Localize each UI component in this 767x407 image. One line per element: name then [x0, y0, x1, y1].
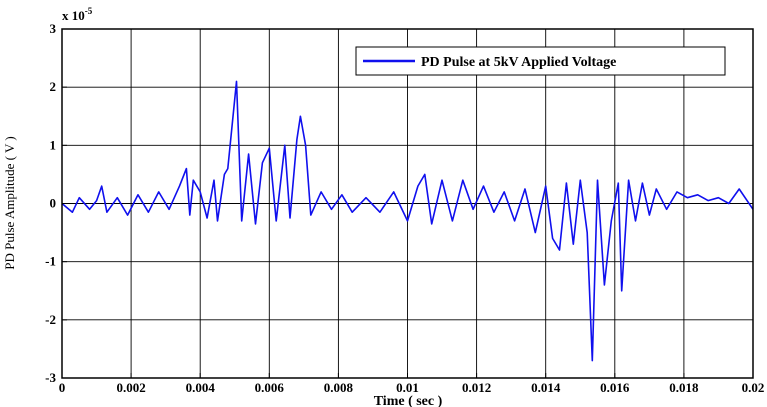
x-tick-label: 0.008 [324, 380, 354, 395]
x-axis-ticks: 0 0.002 0.004 0.006 0.008 0.01 0.012 0.014 0.016… [59, 373, 765, 395]
y-axis-label: PD Pulse Amplitude ( V ) [2, 136, 17, 270]
x-tick-label: 0.018 [669, 380, 699, 395]
legend-box [355, 46, 726, 76]
y-exponent: -5 [85, 6, 93, 16]
grid [62, 29, 753, 378]
y-tick-label: 1 [50, 137, 57, 152]
y-tick-label: -2 [45, 312, 56, 327]
x-axis-label: Time ( sec ) [374, 394, 443, 407]
y-axis-ticks: -3 -2 -1 0 1 2 3 [45, 21, 67, 385]
x-tick-label: 0.02 [742, 380, 765, 395]
series-layer [61, 80, 754, 362]
y-multiplier: x 10-5 [62, 6, 93, 23]
x-tick-label: 0.012 [462, 380, 491, 395]
x-tick-label: 0.016 [600, 380, 630, 395]
y-tick-label: 3 [50, 21, 57, 36]
x-tick-label: 0.01 [396, 380, 419, 395]
y-tick-label: 0 [50, 196, 57, 211]
x-tick-label: 0.006 [255, 380, 285, 395]
legend: PD Pulse at 5kV Applied Voltage [355, 46, 726, 76]
legend-label: PD Pulse at 5kV Applied Voltage [421, 55, 616, 70]
y-tick-label: -3 [45, 370, 56, 385]
series-line [61, 80, 754, 362]
x-tick-label: 0 [59, 380, 66, 395]
y-tick-label: -1 [45, 254, 56, 269]
x-tick-label: 0.014 [531, 380, 561, 395]
x-tick-label: 0.002 [116, 380, 145, 395]
x-tick-label: 0.004 [186, 380, 216, 395]
y-tick-label: 2 [50, 79, 57, 94]
